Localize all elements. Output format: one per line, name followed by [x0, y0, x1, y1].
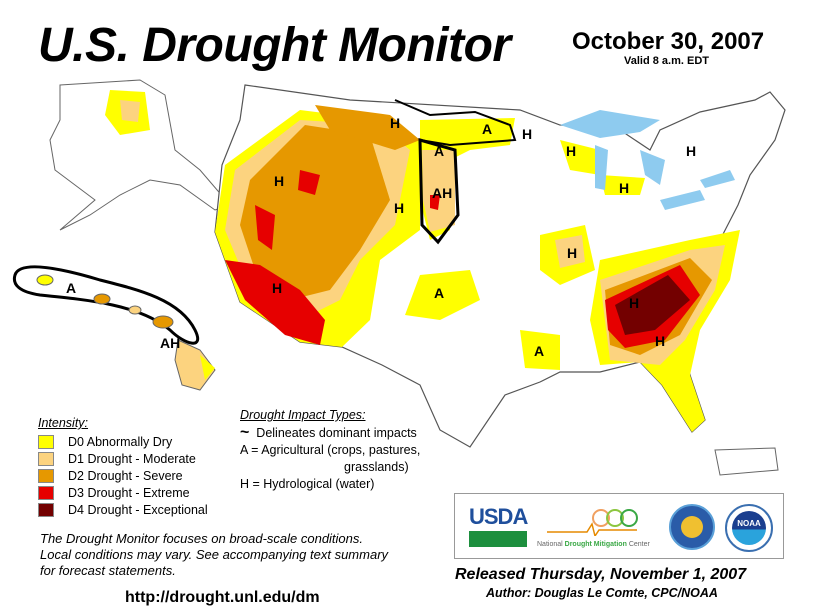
swatch-d2 — [38, 468, 54, 483]
impact-agricultural: A = Agricultural (crops, pastures, — [240, 443, 421, 457]
usda-logo: USDA — [469, 504, 528, 547]
legend-label: D2 Drought - Severe — [68, 468, 183, 483]
map-label: H — [274, 173, 284, 189]
hawaii-inset — [12, 265, 216, 391]
tilde-line-icon: ~ — [240, 424, 250, 441]
legend-item: D0 Abnormally Dry — [38, 433, 208, 450]
legend-item: D1 Drought - Moderate — [38, 450, 208, 467]
note-line: Local conditions may vary. See accompany… — [40, 547, 389, 562]
swatch-d1 — [38, 451, 54, 466]
commerce-seal — [669, 504, 715, 550]
map-label: H — [566, 143, 576, 159]
map-label: A — [434, 285, 444, 301]
map-label: H — [272, 280, 282, 296]
alaska-inset — [49, 79, 231, 231]
release-date: Released Thursday, November 1, 2007 — [455, 566, 747, 583]
legend-item: D3 Drought - Extreme — [38, 484, 208, 501]
legend-item: D4 Drought - Exceptional — [38, 501, 208, 518]
map-label: A — [66, 280, 76, 296]
map-label: H — [522, 126, 532, 142]
tree-icon — [547, 509, 638, 538]
legend-label: D3 Drought - Extreme — [68, 485, 190, 500]
map-label: H — [619, 180, 629, 196]
ndmc-logo: National Drought Mitigation Center — [537, 506, 667, 554]
map-label: AH — [432, 185, 452, 201]
map-label: H — [655, 333, 665, 349]
swatch-d0 — [38, 434, 54, 449]
swatch-d4 — [38, 502, 54, 517]
impact-hydrological: H = Hydrological (water) — [240, 477, 375, 491]
conus — [214, 84, 786, 448]
puerto-rico-inset — [714, 447, 779, 476]
impact-line-text: Delineates dominant impacts — [256, 426, 417, 440]
note-line: for forecast statements. — [40, 563, 176, 578]
legend-label: D4 Drought - Exceptional — [68, 502, 208, 517]
map-label: H — [567, 245, 577, 261]
legend-heading: Intensity: — [38, 416, 89, 430]
legend-label: D0 Abnormally Dry — [68, 434, 173, 449]
partner-logos: USDA National Drought Mitigation Center … — [454, 493, 784, 559]
page-title: U.S. Drought Monitor — [38, 19, 511, 72]
legend-item: D2 Drought - Severe — [38, 467, 208, 484]
map-date: October 30, 2007 — [572, 28, 765, 55]
impact-heading: Drought Impact Types: — [240, 408, 366, 422]
disclaimer-note: The Drought Monitor focuses on broad-sca… — [40, 531, 440, 579]
map-label: H — [686, 143, 696, 159]
map-label: A — [534, 343, 544, 359]
map-label: A — [434, 143, 444, 159]
intensity-legend: Intensity: D0 Abnormally Dry D1 Drought … — [38, 416, 208, 518]
map-impact-labels: H A H A AH H H H H H H H A A H H A AH — [66, 115, 696, 359]
impact-agricultural-cont: grasslands) — [344, 460, 409, 474]
map-label: H — [629, 295, 639, 311]
swatch-d3 — [38, 485, 54, 500]
map-label: A — [482, 121, 492, 137]
legend-label: D1 Drought - Moderate — [68, 451, 196, 466]
valid-time: Valid 8 a.m. EDT — [624, 55, 709, 67]
map-label: AH — [160, 335, 180, 351]
impact-legend: Drought Impact Types: ~ Delineates domin… — [240, 407, 420, 493]
map-label: H — [394, 200, 404, 216]
impact-line-row: ~ Delineates dominant impacts — [240, 424, 420, 442]
noaa-logo: NOAA — [725, 504, 773, 552]
map-label: H — [390, 115, 400, 131]
author: Author: Douglas Le Comte, CPC/NOAA — [486, 586, 718, 600]
website-link[interactable]: http://drought.unl.edu/dm — [125, 589, 320, 606]
note-line: The Drought Monitor focuses on broad-sca… — [40, 531, 364, 546]
